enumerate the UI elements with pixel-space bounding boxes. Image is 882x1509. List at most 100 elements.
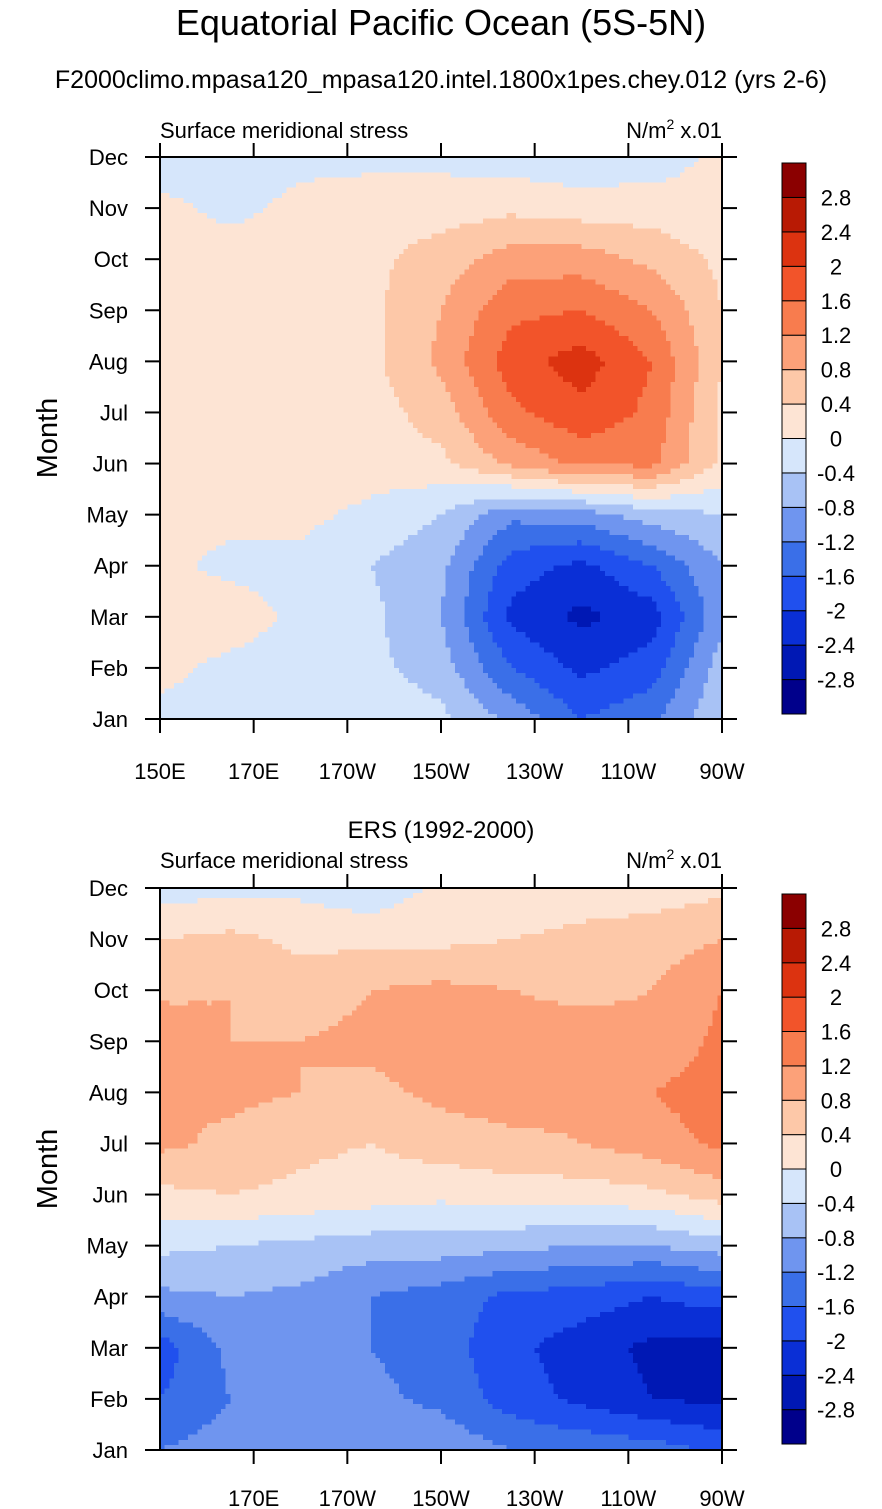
contour-cell <box>225 228 231 235</box>
contour-cell <box>665 340 672 347</box>
contour-cell <box>586 192 592 199</box>
contour-cell <box>661 228 667 235</box>
contour-cell <box>281 182 288 189</box>
contour-cell <box>188 264 194 270</box>
contour-cell <box>267 340 273 347</box>
contour-cell <box>525 157 531 163</box>
contour-cell <box>473 187 480 194</box>
contour-cell <box>197 294 203 301</box>
contour-cell <box>628 346 634 352</box>
contour-cell <box>469 177 475 184</box>
contour-cell <box>277 208 283 214</box>
contour-cell <box>206 340 213 347</box>
contour-cell <box>497 254 503 260</box>
contour-cell <box>183 274 189 281</box>
contour-cell <box>445 315 451 322</box>
contour-cell <box>277 315 283 322</box>
contour-cell <box>333 167 339 173</box>
contour-cell <box>572 351 578 357</box>
contour-cell <box>267 279 273 286</box>
contour-cell <box>337 223 344 230</box>
contour-cell <box>272 356 278 362</box>
contour-cell <box>445 177 451 184</box>
contour-cell <box>263 351 269 357</box>
contour-cell <box>689 351 695 357</box>
contour-cell <box>689 238 695 245</box>
contour-cell <box>356 274 362 281</box>
contour-cell <box>464 233 470 240</box>
contour-cell <box>211 284 217 291</box>
contour-cell <box>689 213 695 219</box>
contour-cell <box>492 325 498 332</box>
contour-cell <box>216 218 222 225</box>
contour-cell <box>174 264 180 270</box>
contour-cell <box>651 305 658 311</box>
contour-cell <box>693 320 700 327</box>
contour-cell <box>352 264 358 270</box>
contour-cell <box>497 351 503 357</box>
contour-cell <box>225 202 231 209</box>
contour-cell <box>412 254 419 260</box>
contour-cell <box>253 346 259 352</box>
contour-cell <box>295 172 302 179</box>
contour-cell <box>647 340 653 347</box>
contour-cell <box>567 208 573 214</box>
contour-cell <box>623 269 629 276</box>
contour-cell <box>248 335 255 342</box>
contour-cell <box>717 162 723 168</box>
contour-cell <box>642 305 648 311</box>
contour-cell <box>239 223 245 230</box>
contour-cell <box>558 315 564 322</box>
contour-cell <box>604 157 611 163</box>
contour-cell <box>426 346 433 352</box>
contour-cell <box>515 315 522 322</box>
contour-cell <box>473 289 480 296</box>
contour-cell <box>164 361 170 368</box>
contour-cell <box>576 315 583 322</box>
contour-cell <box>244 233 250 240</box>
contour-cell <box>478 366 484 373</box>
contour-cell <box>328 208 334 214</box>
contour-cell <box>206 259 213 265</box>
contour-cell <box>347 177 353 184</box>
contour-cell <box>291 228 297 235</box>
contour-cell <box>319 172 325 179</box>
contour-cell <box>520 346 526 352</box>
contour-cell <box>670 187 676 194</box>
contour-cell <box>295 300 302 306</box>
contour-cell <box>328 351 334 357</box>
contour-cell <box>553 335 559 342</box>
contour-cell <box>450 274 456 281</box>
contour-cell <box>305 172 311 179</box>
contour-cell <box>651 315 658 322</box>
contour-cell <box>436 254 442 260</box>
contour-cell <box>206 223 213 230</box>
contour-cell <box>300 361 306 368</box>
contour-cell <box>202 233 208 240</box>
contour-cell <box>211 208 217 214</box>
contour-cell <box>380 208 386 214</box>
contour-cell <box>267 310 273 316</box>
contour-cell <box>492 218 498 225</box>
contour-cell <box>689 289 695 296</box>
contour-cell <box>258 167 264 173</box>
contour-cell <box>174 300 180 306</box>
contour-cell <box>342 177 348 184</box>
contour-cell <box>417 361 423 368</box>
contour-cell <box>511 248 517 255</box>
contour-cell <box>558 182 564 189</box>
contour-cell <box>441 182 447 189</box>
contour-cell <box>614 167 620 173</box>
contour-cell <box>272 284 278 291</box>
contour-cell <box>698 356 704 362</box>
contour-cell <box>497 315 503 322</box>
contour-cell <box>464 356 470 362</box>
contour-cell <box>633 187 639 194</box>
contour-cell <box>188 325 194 332</box>
contour-cell <box>417 346 423 352</box>
contour-cell <box>202 248 208 255</box>
contour-cell <box>281 361 288 368</box>
contour-cell <box>394 243 400 250</box>
contour-cell <box>197 325 203 332</box>
contour-cell <box>614 284 620 291</box>
